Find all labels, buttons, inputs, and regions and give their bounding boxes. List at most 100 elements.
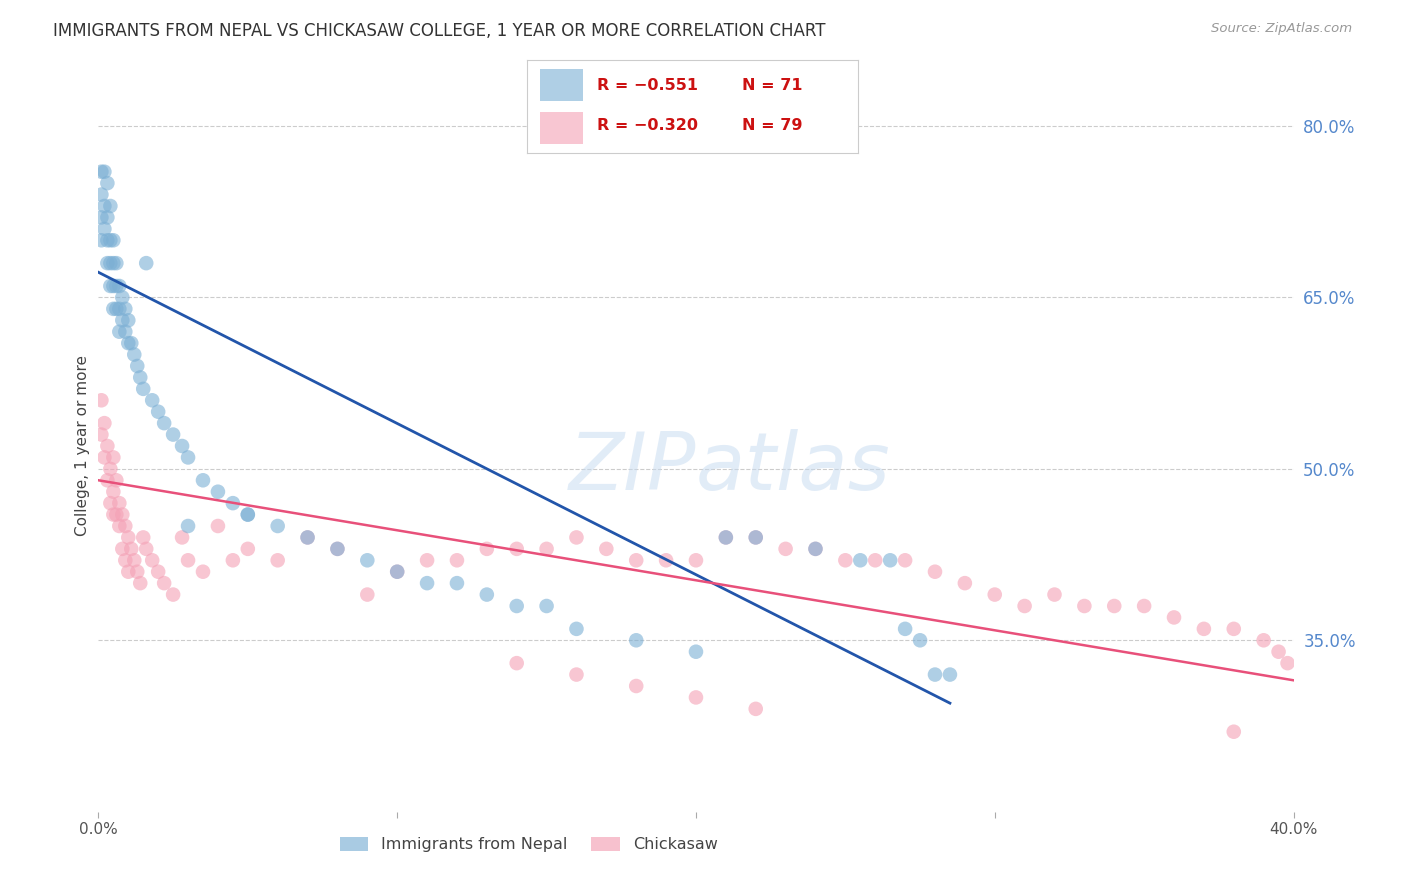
Point	[416, 576, 439, 591]
Point	[105, 508, 128, 522]
Point	[1192, 622, 1215, 636]
Point	[565, 622, 588, 636]
Point	[191, 565, 214, 579]
Point	[1277, 656, 1299, 670]
Point	[626, 633, 648, 648]
Point	[148, 565, 170, 579]
Point	[804, 541, 827, 556]
Point	[114, 325, 136, 339]
Point	[222, 496, 245, 510]
Point	[207, 519, 229, 533]
Point	[475, 588, 498, 602]
Point	[105, 301, 128, 316]
Point	[924, 565, 946, 579]
Point	[132, 530, 155, 544]
Point	[685, 690, 707, 705]
Point	[90, 427, 112, 442]
Point	[103, 301, 125, 316]
Point	[506, 599, 529, 613]
Point	[536, 541, 558, 556]
Point	[120, 541, 142, 556]
Point	[685, 645, 707, 659]
Point	[1014, 599, 1036, 613]
Point	[416, 553, 439, 567]
Point	[924, 667, 946, 681]
Point	[177, 450, 200, 465]
Point	[98, 496, 122, 510]
Point	[108, 279, 131, 293]
Point	[536, 599, 558, 613]
Text: atlas: atlas	[696, 429, 891, 507]
Point	[714, 530, 737, 544]
Point	[129, 370, 152, 384]
Point	[105, 473, 128, 487]
Point	[849, 553, 872, 567]
Point	[1073, 599, 1095, 613]
Point	[153, 576, 176, 591]
Point	[111, 313, 134, 327]
Text: N = 79: N = 79	[742, 118, 803, 133]
Point	[865, 553, 887, 567]
Point	[953, 576, 976, 591]
Point	[93, 199, 115, 213]
Point	[984, 588, 1007, 602]
Point	[745, 530, 768, 544]
Point	[172, 530, 194, 544]
Point	[124, 347, 146, 362]
Point	[745, 702, 768, 716]
Point	[267, 519, 290, 533]
Point	[96, 233, 118, 247]
Point	[93, 416, 115, 430]
Point	[111, 290, 134, 304]
Point	[1133, 599, 1156, 613]
Point	[685, 553, 707, 567]
Bar	[540, 70, 583, 101]
Point	[90, 393, 112, 408]
Point	[111, 508, 134, 522]
Point	[595, 541, 617, 556]
Point	[93, 222, 115, 236]
Point	[90, 233, 112, 247]
Point	[297, 530, 319, 544]
Point	[90, 187, 112, 202]
Point	[177, 519, 200, 533]
Point	[114, 301, 136, 316]
Point	[117, 313, 139, 327]
Point	[446, 553, 468, 567]
Point	[326, 541, 349, 556]
Point	[939, 667, 962, 681]
Point	[1043, 588, 1066, 602]
Point	[745, 530, 768, 544]
Point	[93, 450, 115, 465]
Point	[108, 496, 131, 510]
Point	[191, 473, 214, 487]
Point	[565, 667, 588, 681]
Point	[141, 393, 163, 408]
Point	[98, 256, 122, 270]
Point	[446, 576, 468, 591]
Point	[127, 565, 149, 579]
Point	[162, 588, 184, 602]
Point	[879, 553, 901, 567]
Point	[96, 256, 118, 270]
Point	[96, 473, 118, 487]
Point	[105, 256, 128, 270]
Point	[894, 622, 917, 636]
Point	[267, 553, 290, 567]
Text: R = −0.551: R = −0.551	[596, 78, 697, 93]
Point	[162, 427, 184, 442]
Point	[114, 553, 136, 567]
Text: N = 71: N = 71	[742, 78, 803, 93]
Point	[385, 565, 409, 579]
Point	[908, 633, 931, 648]
Point	[114, 519, 136, 533]
Point	[1223, 724, 1246, 739]
Point	[1253, 633, 1275, 648]
Point	[177, 553, 200, 567]
Text: ZIP: ZIP	[568, 429, 696, 507]
Point	[356, 588, 378, 602]
Point	[655, 553, 678, 567]
Point	[356, 553, 378, 567]
Point	[236, 541, 259, 556]
Point	[153, 416, 176, 430]
